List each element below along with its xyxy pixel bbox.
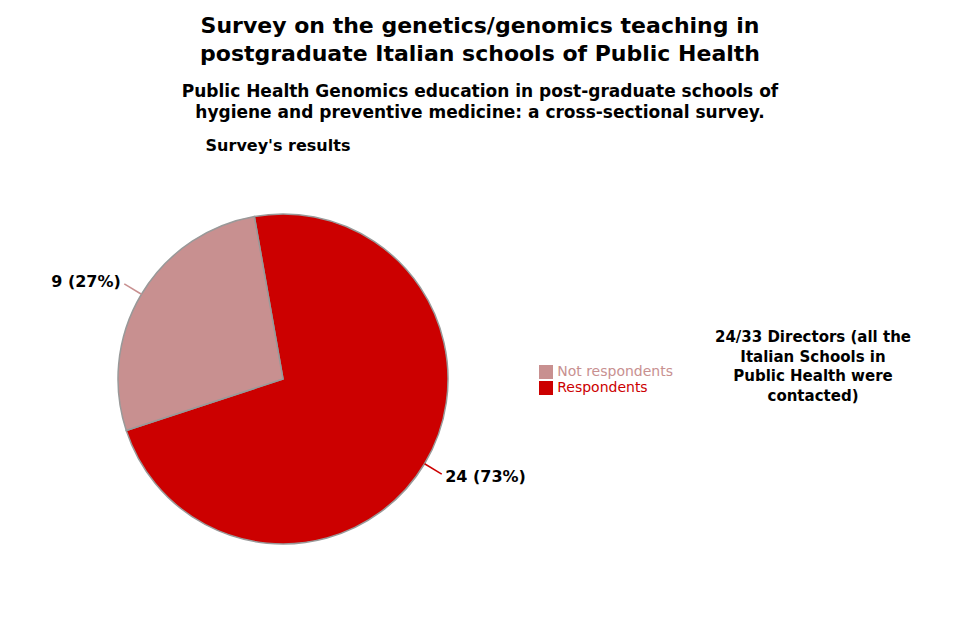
html-text:24/33 Directors (all the Itali: 24/33 Directors (all the Italian Schools… (715, 328, 911, 405)
html-text:Not respondents: Not respondents (557, 362, 673, 379)
html-text:Survey on the genetics/genomic: Survey on the genetics/genomics teaching… (200, 13, 760, 66)
svg-text:9 (27%): 9 (27%) (51, 272, 121, 291)
html-text:Public Health Genomics educati: Public Health Genomics education in post… (181, 81, 779, 123)
html-text:Respondents: Respondents (557, 378, 648, 395)
svg-text:24 (73%): 24 (73%) (445, 466, 526, 485)
html-text:Survey's results: Survey's results (205, 135, 351, 155)
